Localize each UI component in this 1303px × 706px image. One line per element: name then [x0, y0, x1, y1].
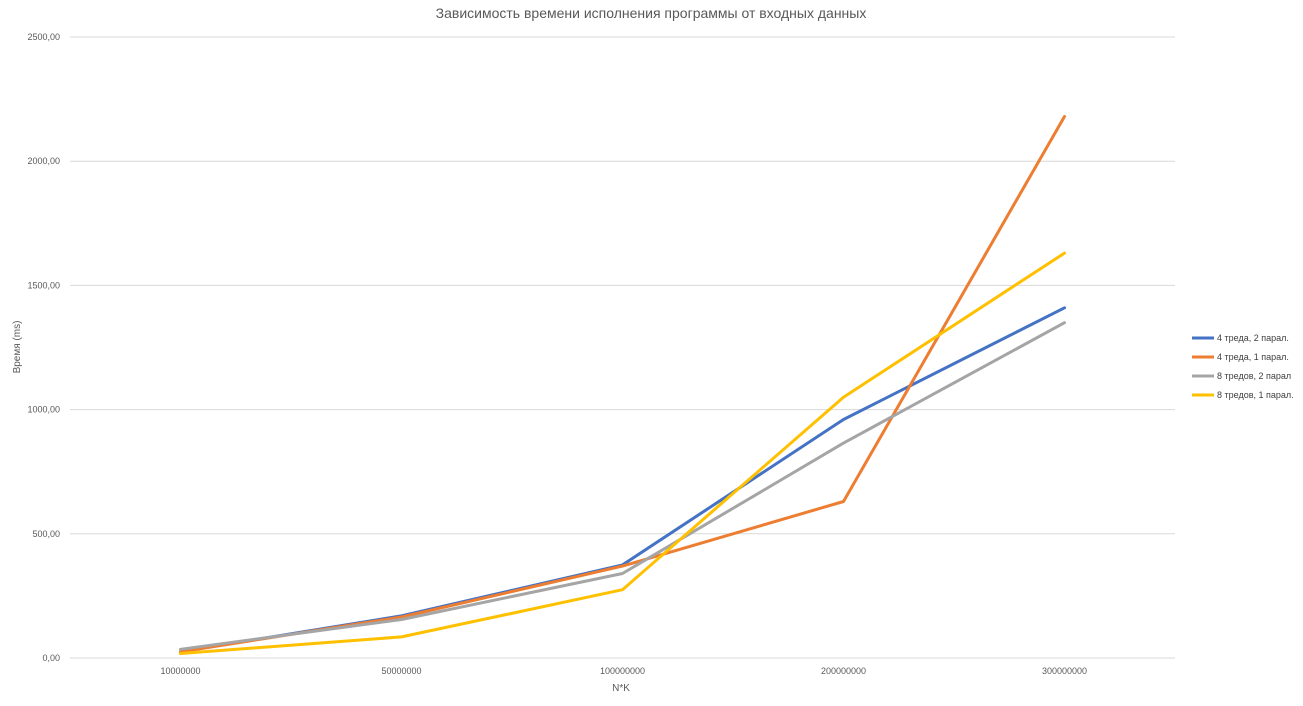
- y-tick-label: 500,00: [32, 529, 60, 539]
- series-line-1: [179, 306, 1066, 654]
- series-line-3: [179, 321, 1066, 651]
- legend-item: 4 треда, 1 парал.: [1192, 352, 1289, 362]
- x-tick-label: 10000000: [160, 666, 200, 676]
- y-tick-label: 2000,00: [27, 156, 60, 166]
- gridlines: [70, 36, 1175, 659]
- legend-label: 4 треда, 1 парал.: [1217, 352, 1289, 362]
- y-tick-label: 1000,00: [27, 405, 60, 415]
- x-tick-label: 50000000: [381, 666, 421, 676]
- legend-label: 8 тредов, 1 парал.: [1217, 390, 1294, 400]
- x-tick-label: 100000000: [600, 666, 645, 676]
- x-tick-label: 200000000: [821, 666, 866, 676]
- y-tick-label: 1500,00: [27, 280, 60, 290]
- y-axis-label: Время (ms): [12, 321, 23, 374]
- legend-item: 8 тредов, 2 парал: [1192, 371, 1291, 381]
- chart-title: Зависимость времени исполнения программы…: [436, 5, 867, 21]
- y-tick-label: 0,00: [42, 653, 60, 663]
- series-line-4: [179, 251, 1066, 655]
- legend-item: 8 тредов, 1 парал.: [1192, 390, 1294, 400]
- series-lines: [179, 115, 1066, 655]
- x-axis-label: N*K: [612, 683, 630, 694]
- legend-label: 4 треда, 2 парал.: [1217, 333, 1289, 343]
- series-line-2: [179, 115, 1066, 654]
- legend-label: 8 тредов, 2 парал: [1217, 371, 1291, 381]
- y-tick-label: 2500,00: [27, 32, 60, 42]
- x-axis-ticks: 10000000 50000000 100000000 200000000 300000…: [160, 666, 1087, 676]
- legend: 4 треда, 2 парал. 4 треда, 1 парал. 8 тред…: [1192, 333, 1294, 400]
- legend-item: 4 треда, 2 парал.: [1192, 333, 1289, 343]
- y-axis-ticks: 0,00 500,00 1000,00 1500,00 2000,00 2500,00: [27, 32, 60, 663]
- x-tick-label: 300000000: [1042, 666, 1087, 676]
